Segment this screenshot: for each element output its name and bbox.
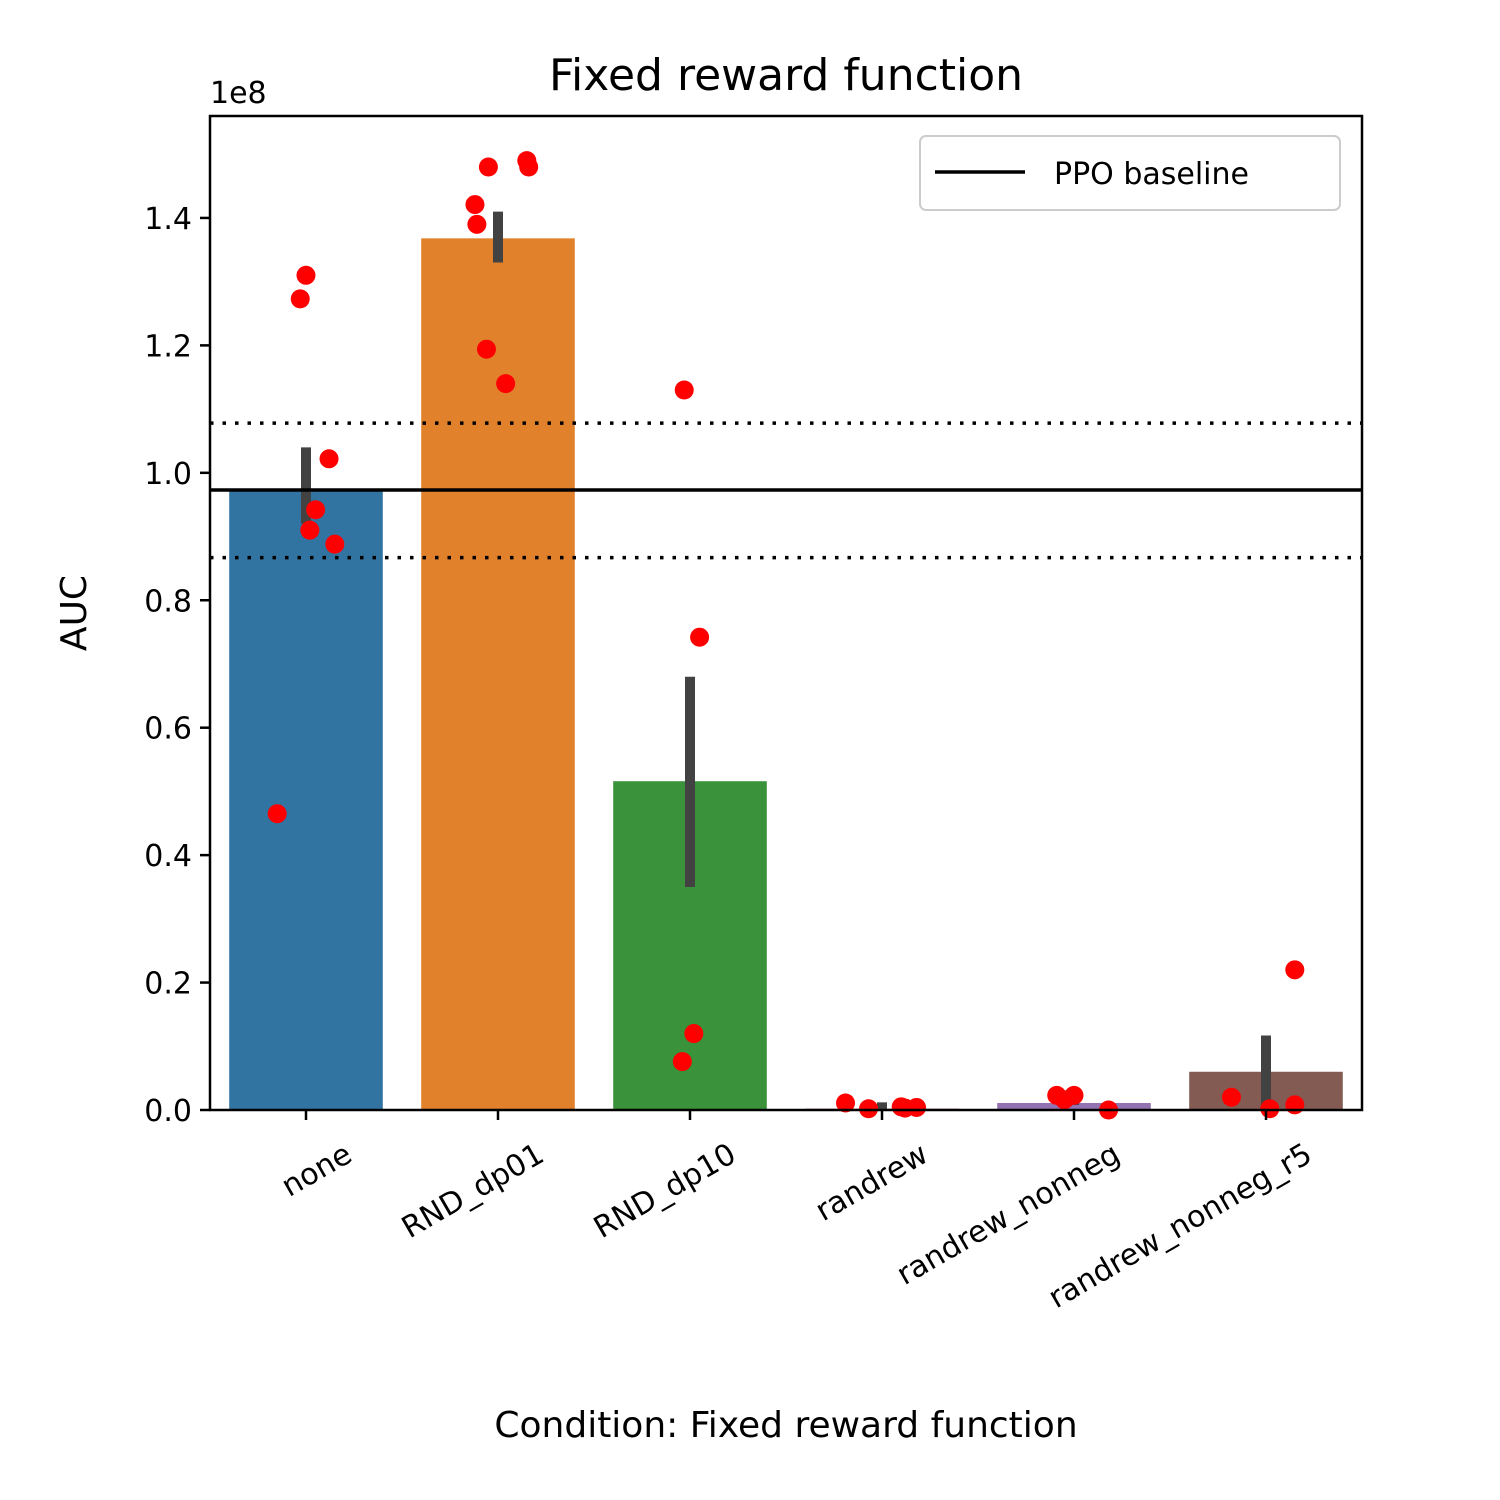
y-multiplier-label: 1e8 bbox=[210, 76, 267, 111]
data-point-randrew_nonneg-3 bbox=[1054, 1090, 1074, 1110]
x-axis-label: Condition: Fixed reward function bbox=[494, 1405, 1077, 1446]
data-point-randrew-1 bbox=[836, 1093, 856, 1113]
data-point-randrew_nonneg_r5-3 bbox=[1285, 1095, 1305, 1115]
data-point-none-6 bbox=[325, 534, 345, 554]
data-point-randrew_nonneg_r5-2 bbox=[1221, 1087, 1241, 1107]
data-point-randrew_nonneg_r5-1 bbox=[1285, 960, 1305, 980]
data-point-none-5 bbox=[300, 520, 320, 540]
axes-frame bbox=[208, 114, 1364, 1112]
data-point-randrew-4 bbox=[859, 1099, 879, 1119]
y-tick-label: 1.4 bbox=[144, 202, 192, 237]
data-point-none-4 bbox=[306, 500, 326, 520]
x-tick-label-randrew: randrew bbox=[810, 1137, 934, 1229]
y-tick-label: 0.8 bbox=[144, 584, 192, 619]
data-point-RND_dp10-2 bbox=[690, 627, 710, 647]
data-point-randrew-5 bbox=[895, 1098, 915, 1118]
bar-randrew_nonneg bbox=[997, 1102, 1151, 1110]
data-point-RND_dp01-7 bbox=[496, 374, 516, 394]
data-point-none-7 bbox=[267, 804, 287, 824]
y-tick-label: 0.4 bbox=[144, 839, 192, 874]
legend-baseline-label: PPO baseline bbox=[1054, 157, 1249, 192]
data-point-RND_dp01-4 bbox=[465, 195, 485, 215]
y-axis: 0.0 0.2 0.4 0.6 0.8 1.0 1.2 1.4 bbox=[144, 202, 210, 1129]
bar-none bbox=[229, 490, 383, 1111]
x-tick-label-RND_dp10: RND_dp10 bbox=[588, 1137, 742, 1246]
data-point-none-1 bbox=[296, 265, 316, 285]
y-tick-label: 1.2 bbox=[144, 329, 192, 364]
data-point-RND_dp01-6 bbox=[476, 339, 496, 359]
legend-frame bbox=[919, 135, 1341, 211]
chart-title: Fixed reward function bbox=[549, 50, 1023, 101]
data-point-RND_dp10-3 bbox=[684, 1024, 704, 1044]
data-point-randrew_nonneg_r5-4 bbox=[1260, 1099, 1280, 1119]
data-point-RND_dp01-3 bbox=[519, 157, 539, 177]
data-point-RND_dp01-2 bbox=[478, 157, 498, 177]
x-tick-label-none: none bbox=[276, 1137, 358, 1205]
y-axis-label: AUC bbox=[54, 575, 95, 651]
plot-area bbox=[210, 151, 1362, 1120]
bar-RND_dp01 bbox=[421, 238, 575, 1111]
y-tick-label: 0.0 bbox=[144, 1094, 192, 1129]
data-point-none-3 bbox=[319, 449, 339, 469]
x-axis: none RND_dp01 RND_dp10 randrewrandrew_nonne… bbox=[276, 1110, 1318, 1316]
y-tick-label: 0.6 bbox=[144, 712, 192, 747]
y-tick-label: 1.0 bbox=[144, 457, 192, 492]
data-point-RND_dp10-4 bbox=[672, 1052, 692, 1072]
x-tick-label-RND_dp01: RND_dp01 bbox=[396, 1137, 550, 1246]
y-tick-label: 0.2 bbox=[144, 967, 192, 1002]
data-point-RND_dp10-1 bbox=[674, 380, 694, 400]
data-point-RND_dp01-5 bbox=[467, 214, 487, 234]
data-point-none-2 bbox=[290, 289, 310, 309]
legend: PPO baseline bbox=[919, 135, 1341, 211]
